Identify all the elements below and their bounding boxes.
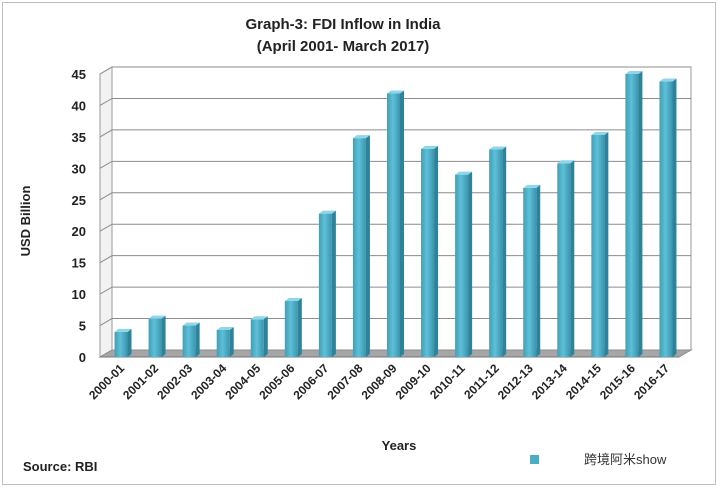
fdi-bar-chart: Graph-3: FDI Inflow in India (April 2001… — [18, 16, 693, 474]
gridline — [99, 97, 691, 106]
bar-top — [489, 146, 507, 150]
bar — [455, 174, 469, 357]
bar-side — [502, 146, 507, 357]
y-tick-label: 35 — [72, 130, 86, 145]
bar — [489, 149, 503, 357]
bar — [591, 135, 605, 357]
chart-subtitle: (April 2001- March 2017) — [257, 38, 430, 55]
bar-top — [182, 322, 200, 326]
x-tick-label: 2015-16 — [597, 361, 638, 402]
source-note: Source: RBI — [23, 459, 97, 474]
bar-top — [455, 171, 473, 175]
bar-top — [591, 132, 609, 136]
x-tick-label: 2013-14 — [529, 361, 570, 402]
gridline — [99, 66, 691, 75]
bar-side — [331, 210, 336, 357]
bar — [625, 74, 639, 357]
bar — [523, 187, 537, 357]
bar-side — [672, 78, 677, 358]
bar-top — [523, 184, 541, 188]
x-tick-label: 2003-04 — [188, 361, 229, 402]
bar — [421, 148, 435, 357]
bar-top — [284, 298, 302, 302]
bar-top — [114, 328, 132, 332]
bar-top — [625, 71, 643, 74]
bar — [352, 138, 366, 357]
bar-top — [148, 315, 166, 319]
x-tick-label: 2007-08 — [325, 361, 366, 402]
bar — [284, 301, 298, 357]
y-tick-label: 30 — [72, 161, 86, 176]
plot-area: 0510152025303540452000-012001-022002-032… — [72, 66, 693, 402]
bar-top — [421, 145, 439, 149]
bar — [148, 318, 162, 357]
bar — [557, 163, 571, 357]
bar — [250, 319, 264, 357]
bar-side — [297, 298, 302, 357]
bar-side — [434, 145, 439, 357]
gridline — [99, 129, 691, 138]
bar-side — [263, 316, 268, 357]
bar-top — [318, 210, 336, 214]
plot-side-wall — [99, 66, 113, 358]
x-tick-label: 2000-01 — [86, 361, 127, 402]
bar-top — [352, 135, 370, 139]
chart-frame: Graph-3: FDI Inflow in India (April 2001… — [2, 2, 716, 485]
x-tick-label: 2011-12 — [461, 361, 502, 402]
x-tick-label: 2001-02 — [120, 361, 161, 402]
y-tick-label: 0 — [79, 350, 86, 365]
x-tick-label: 2008-09 — [359, 361, 400, 402]
y-tick-label: 40 — [72, 98, 86, 113]
y-tick-label: 45 — [72, 67, 86, 82]
bar — [387, 93, 400, 358]
bar-side — [365, 135, 370, 357]
x-tick-label: 2006-07 — [290, 361, 331, 402]
y-tick-label: 10 — [72, 287, 86, 302]
legend-swatch — [530, 455, 539, 464]
bar-side — [638, 71, 643, 357]
y-tick-label: 25 — [72, 193, 86, 208]
bar-side — [570, 160, 575, 357]
bar — [659, 81, 673, 358]
x-axis-label: Years — [382, 438, 417, 453]
x-tick-label: 2002-03 — [154, 361, 195, 402]
bar-top — [659, 78, 677, 82]
bar — [318, 213, 332, 357]
bar-side — [468, 171, 473, 357]
bar-side — [229, 326, 234, 357]
bar — [216, 329, 230, 357]
bar-top — [387, 90, 404, 94]
y-tick-label: 20 — [72, 224, 86, 239]
chart-title: Graph-3: FDI Inflow in India — [246, 16, 442, 33]
y-tick-label: 5 — [79, 319, 86, 334]
bar-side — [161, 315, 166, 357]
x-tick-label: 2005-06 — [256, 361, 297, 402]
x-tick-label: 2014-15 — [563, 361, 604, 402]
x-tick-label: 2016-17 — [631, 361, 672, 402]
y-tick-label: 15 — [72, 256, 86, 271]
x-tick-label: 2012-13 — [495, 361, 536, 402]
bar-top — [557, 160, 575, 164]
bar-side — [400, 90, 404, 358]
bar-side — [604, 132, 609, 357]
bar-top — [250, 316, 268, 320]
x-tick-label: 2004-05 — [222, 361, 263, 402]
x-tick-label: 2009-10 — [393, 361, 434, 402]
bar — [114, 331, 128, 357]
bar-side — [195, 322, 200, 357]
bar-top — [216, 326, 234, 330]
y-axis-label: USD Billion — [18, 186, 33, 257]
watermark-text: 跨境阿米show — [584, 452, 667, 467]
bar-side — [536, 184, 541, 357]
x-tick-label: 2010-11 — [427, 361, 468, 402]
bar-side — [127, 328, 132, 357]
bar — [182, 325, 196, 357]
